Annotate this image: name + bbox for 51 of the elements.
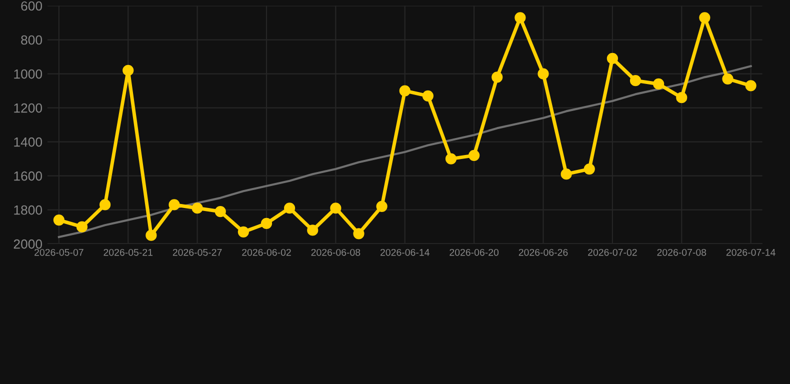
point xyxy=(168,199,180,210)
point xyxy=(538,68,549,80)
point xyxy=(584,163,595,175)
point xyxy=(146,230,157,241)
y-tick-label: 600 xyxy=(21,1,42,11)
x-tick-label: 2026-05-21 xyxy=(104,248,153,256)
point xyxy=(492,72,503,83)
point xyxy=(76,221,88,232)
x-tick-label: 2026-05-07 xyxy=(34,248,84,256)
x-tick-label: 2026-07-02 xyxy=(588,248,637,256)
point xyxy=(514,12,526,24)
x-tick-label: 2026-05-27 xyxy=(172,248,222,256)
line-series xyxy=(58,65,752,238)
point xyxy=(284,202,296,214)
point xyxy=(260,218,272,229)
x-tick-label: 2026-06-02 xyxy=(242,248,291,256)
point xyxy=(214,206,226,218)
x-tick-label: 2026-06-14 xyxy=(380,248,430,256)
point xyxy=(330,202,342,214)
point xyxy=(353,228,364,240)
x-tick-label: 2026-06-08 xyxy=(311,248,360,256)
y-tick-label: 1000 xyxy=(14,69,42,79)
point xyxy=(376,200,388,212)
point xyxy=(399,85,410,96)
y-tick-label: 1400 xyxy=(14,137,42,147)
x-tick-label: 2026-07-14 xyxy=(726,248,776,256)
x-tick-label: 2026-06-20 xyxy=(450,248,499,256)
point xyxy=(676,92,688,104)
point xyxy=(122,64,134,76)
point xyxy=(745,80,756,92)
point xyxy=(560,168,572,180)
y-tick-label: 1800 xyxy=(14,205,42,215)
point xyxy=(307,224,318,236)
point xyxy=(53,214,64,226)
point xyxy=(653,78,664,90)
x-tick-label: 2026-06-26 xyxy=(518,248,568,256)
point xyxy=(722,73,734,84)
point xyxy=(630,75,642,86)
point xyxy=(100,199,111,210)
point xyxy=(238,226,249,238)
point xyxy=(468,150,480,161)
y-tick-label: 1200 xyxy=(14,103,42,113)
x-tick-label: 2026-07-08 xyxy=(657,248,706,256)
y-tick-label: 2000 xyxy=(14,239,42,249)
y-tick-label: 800 xyxy=(21,35,42,45)
point xyxy=(606,52,618,64)
point xyxy=(422,90,434,102)
point xyxy=(445,153,457,164)
point xyxy=(699,12,710,24)
y-tick-label: 1600 xyxy=(14,171,42,181)
point xyxy=(192,202,203,214)
